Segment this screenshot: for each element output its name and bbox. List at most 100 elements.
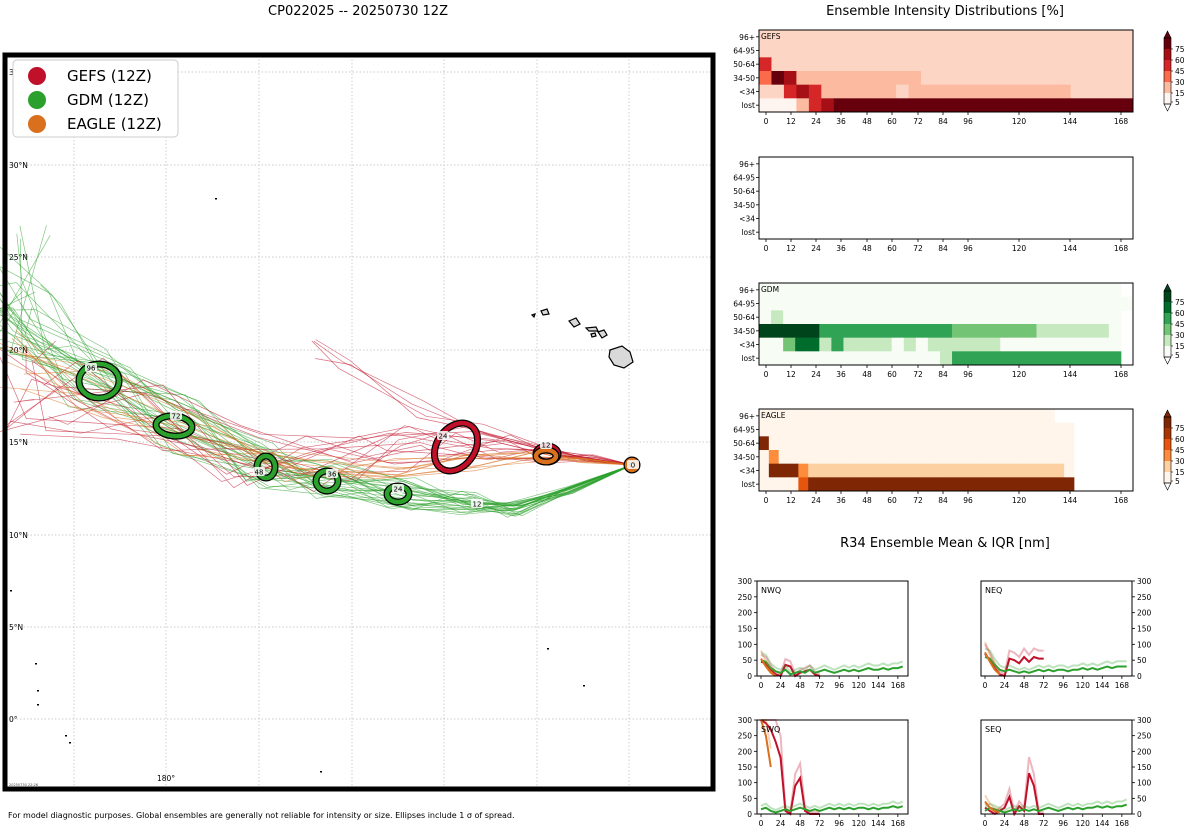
- heatmap-cell: [833, 98, 847, 113]
- r34-mean-eagle: [984, 800, 1000, 814]
- heatmap-cell: [788, 409, 799, 424]
- heatmap-cell: [1008, 98, 1022, 113]
- colorbar-label: 75: [1175, 45, 1185, 54]
- heatmap-cell: [1008, 71, 1022, 86]
- island-shape: [530, 313, 536, 319]
- colorbar-label: 75: [1175, 298, 1185, 307]
- heatmap-y-label: 34-50: [733, 327, 755, 336]
- heatmap-cell: [1020, 43, 1034, 58]
- r34-quadrant: SWQ: [761, 725, 780, 734]
- heatmap-cell: [1024, 283, 1037, 298]
- forecast-hour-label: 36: [328, 471, 337, 479]
- marker-bg: [627, 460, 639, 469]
- r34-y-label: 150: [1137, 763, 1152, 772]
- heatmap-cell: [808, 409, 819, 424]
- heatmap-cell: [1048, 351, 1062, 366]
- heatmap-cell: [1064, 422, 1075, 437]
- r34-x-label: 48: [795, 819, 805, 828]
- r34-y-label: 50: [1137, 656, 1147, 665]
- heatmap-cell: [771, 98, 785, 113]
- heatmap-cell: [1034, 450, 1045, 465]
- heatmap-cell: [926, 450, 937, 465]
- r34-iqr-gdm: [760, 800, 904, 812]
- heatmap-cell: [916, 422, 927, 437]
- heatmap-x-label: 144: [1063, 370, 1078, 379]
- heatmap-cell: [1000, 324, 1013, 339]
- heatmap-cell: [1095, 43, 1109, 58]
- heatmap-cell: [958, 98, 972, 113]
- heatmap-cell: [827, 450, 839, 465]
- heatmap-cell: [783, 71, 797, 86]
- heatmap-cell: [939, 296, 953, 311]
- heatmap-cell: [788, 450, 799, 465]
- heatmap-cell: [877, 450, 888, 465]
- heatmap-cell: [926, 477, 937, 492]
- heatmap-x-label: 60: [887, 496, 897, 505]
- heatmap-x-label: 60: [887, 370, 897, 379]
- heatmap-cell: [936, 450, 947, 465]
- heatmap-y-label: lost: [741, 101, 755, 110]
- heatmap-cell: [827, 436, 839, 451]
- heatmap-cell: [1070, 30, 1084, 45]
- heatmap-cell: [983, 71, 997, 86]
- heatmap-x-label: 96: [963, 244, 973, 253]
- heatmap-cell: [896, 463, 908, 478]
- eagle-track: [0, 343, 633, 470]
- heatmap-cell: [927, 337, 941, 352]
- heatmap-cell: [1072, 324, 1086, 339]
- heatmap-cell: [1083, 30, 1096, 45]
- r34-y-label: 200: [1137, 747, 1152, 756]
- heatmap-cell: [759, 30, 772, 45]
- heatmap-cell: [1060, 296, 1074, 311]
- heatmap-cell: [807, 296, 820, 311]
- heatmap-x-label: 12: [786, 117, 796, 126]
- r34-background: [757, 581, 908, 676]
- heatmap-cell: [768, 409, 780, 424]
- eagle-ellipse-12: [533, 447, 559, 465]
- heatmap-cell: [995, 71, 1009, 86]
- heatmap-cell: [1084, 310, 1098, 325]
- heatmap-cell: [985, 422, 996, 437]
- distribution-title: Ensemble Intensity Distributions [%]: [826, 4, 1064, 19]
- heatmap-cell: [1008, 57, 1022, 72]
- heatmap-cell: [843, 283, 856, 298]
- heatmap-cell: [908, 43, 922, 58]
- colorbar-segment: [1164, 324, 1171, 336]
- heatmap-cell: [933, 57, 947, 72]
- r34-panel-seq: SEQ 0 50 100 150 200 250 300 0 24 48 72 96 120 144 168: [980, 716, 1152, 828]
- atoll-dot: [320, 771, 322, 773]
- heatmap-cell: [795, 351, 808, 366]
- heatmap-cell: [783, 337, 796, 352]
- heatmap-cell: [1012, 324, 1025, 339]
- colorbar-label: 5: [1175, 477, 1180, 486]
- heatmap-cell: [1108, 283, 1122, 298]
- heatmap-cell: [1014, 477, 1026, 492]
- atoll-dot: [37, 690, 39, 692]
- heatmap-cell: [796, 98, 810, 113]
- heatmap-cell: [1020, 98, 1034, 113]
- heatmap-cell: [896, 409, 908, 424]
- heatmap-x-label: 168: [1114, 496, 1129, 505]
- heatmap-cell: [1005, 422, 1016, 437]
- r34-y-label: 150: [738, 625, 753, 634]
- r34-mean-gdm: [760, 659, 904, 676]
- heatmap-cell: [857, 409, 868, 424]
- r34-y-label: 100: [1137, 779, 1152, 788]
- heatmap-cell: [1095, 98, 1109, 113]
- marker-bg: [170, 411, 182, 420]
- heatmap-cell: [867, 324, 881, 339]
- heatmap-cell: [1020, 71, 1034, 86]
- heatmap-cell: [807, 310, 820, 325]
- heatmap-cell: [891, 310, 905, 325]
- r34-quadrant: NWQ: [761, 586, 781, 595]
- heatmap-cell: [955, 477, 967, 492]
- heatmap-cell: [903, 296, 917, 311]
- heatmap-cell: [903, 283, 917, 298]
- heatmap-cell: [952, 283, 965, 298]
- heatmap-cell: [1005, 450, 1016, 465]
- heatmap-x-label: 60: [887, 117, 897, 126]
- marker-bg: [392, 484, 404, 493]
- heatmap-cell: [975, 409, 986, 424]
- heatmap-cell: [891, 337, 905, 352]
